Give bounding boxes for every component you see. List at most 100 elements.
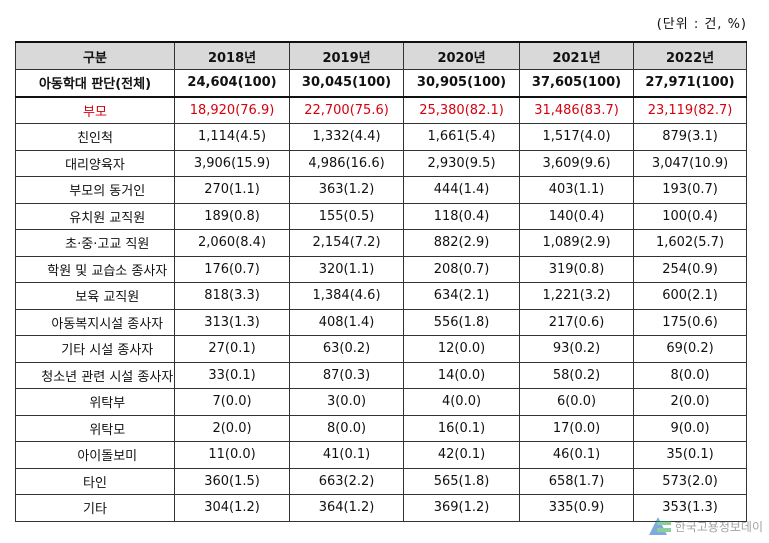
cell: 24,604(100) [174, 69, 291, 98]
row-label: 유치원 교직원 [40, 202, 176, 230]
sub-row: 기타 시설 종사자 27(0.1) 63(0.2) 12(0.0) 93(0.2) 69(… [15, 335, 748, 363]
header-year: 2020년 [403, 41, 521, 70]
cell: 4,986(16.6) [289, 149, 405, 177]
unit-note: (단위 : 건, %) [656, 17, 747, 32]
cell: 1,384(4.6) [289, 282, 405, 310]
indent-cell [15, 335, 41, 363]
cell: 320(1.1) [289, 255, 405, 283]
cell: 27(0.1) [174, 335, 291, 363]
sub-row: 부모의 동거인 270(1.1) 363(1.2) 444(1.4) 403(1.1) 1… [15, 176, 748, 204]
cell: 217(0.6) [519, 308, 635, 336]
indent-cell [15, 308, 41, 336]
row-label: 기타 [14, 494, 176, 522]
sub-row: 초·중·고교 직원 2,060(8.4) 2,154(7.2) 882(2.9) 1,0… [15, 229, 748, 257]
sub-row: 위탁모 2(0.0) 8(0.0) 16(0.1) 17(0.0) 9(0.0) [15, 414, 748, 442]
cell: 118(0.4) [403, 202, 521, 230]
row-label: 아이돌보미 [40, 441, 176, 469]
cell: 23,119(82.7) [633, 96, 748, 124]
caregiver-subrows: 부모의 동거인 270(1.1) 363(1.2) 444(1.4) 403(1.1) 1… [15, 176, 748, 469]
indent-cell [15, 202, 41, 230]
cell: 35(0.1) [633, 441, 748, 469]
header-year: 2018년 [174, 41, 291, 70]
row-label: 부모의 동거인 [40, 176, 176, 204]
header-year: 2019년 [289, 41, 405, 70]
cell: 140(0.4) [519, 202, 635, 230]
cell: 658(1.7) [519, 467, 635, 495]
cell: 6(0.0) [519, 388, 635, 416]
header-row: 구분 2018년 2019년 2020년 2021년 2022년 [14, 41, 748, 70]
row-label: 초·중·고교 직원 [40, 229, 176, 257]
sub-row: 학원 및 교습소 종사자 176(0.7) 320(1.1) 208(0.7) 319(… [15, 255, 748, 283]
cell: 33(0.1) [174, 361, 291, 389]
cell: 8(0.0) [633, 361, 748, 389]
cell: 22,700(75.6) [289, 96, 405, 124]
cell: 9(0.0) [633, 414, 748, 442]
row-label: 친인척 [14, 123, 176, 151]
cell: 41(0.1) [289, 441, 405, 469]
indent-cell [15, 282, 41, 310]
cell: 403(1.1) [519, 176, 635, 204]
cell: 42(0.1) [403, 441, 521, 469]
cell: 2,060(8.4) [174, 229, 291, 257]
cell: 208(0.7) [403, 255, 521, 283]
sub-row: 유치원 교직원 189(0.8) 155(0.5) 118(0.4) 140(0.4) 1… [15, 202, 748, 230]
sub-row: 위탁부 7(0.0) 3(0.0) 4(0.0) 6(0.0) 2(0.0) [15, 388, 748, 416]
row-label: 타인 [14, 467, 176, 495]
indent-cell [15, 229, 41, 257]
sub-row: 보육 교직원 818(3.3) 1,384(4.6) 634(2.1) 1,221(3.… [15, 282, 748, 310]
header-category: 구분 [14, 41, 176, 70]
cell: 1,114(4.5) [174, 123, 291, 151]
cell: 270(1.1) [174, 176, 291, 204]
row-label: 아동복지시설 종사자 [40, 308, 176, 336]
cell: 573(2.0) [633, 467, 748, 495]
cell: 408(1.4) [289, 308, 405, 336]
cell: 360(1.5) [174, 467, 291, 495]
caregiver-row: 대리양육자 3,906(15.9) 4,986(16.6) 2,930(9.5)… [14, 149, 748, 177]
logo-icon [648, 515, 671, 537]
cell: 2(0.0) [633, 388, 748, 416]
cell: 3,609(9.6) [519, 149, 635, 177]
stranger-row: 타인 360(1.5) 663(2.2) 565(1.8) 658(1.7) 5… [14, 467, 748, 495]
row-label: 대리양육자 [14, 149, 176, 177]
cell: 1,221(3.2) [519, 282, 635, 310]
cell: 1,661(5.4) [403, 123, 521, 151]
cell: 4(0.0) [403, 388, 521, 416]
row-label: 기타 시설 종사자 [40, 335, 176, 363]
cell: 11(0.0) [174, 441, 291, 469]
cell: 37,605(100) [519, 69, 635, 98]
cell: 58(0.2) [519, 361, 635, 389]
cell: 87(0.3) [289, 361, 405, 389]
total-row: 아동학대 판단(전체) 24,604(100) 30,045(100) 30,9… [14, 69, 748, 98]
row-label: 청소년 관련 시설 종사자 [40, 361, 176, 389]
cell: 254(0.9) [633, 255, 748, 283]
cell: 1,332(4.4) [289, 123, 405, 151]
cell: 193(0.7) [633, 176, 748, 204]
cell: 879(3.1) [633, 123, 748, 151]
parent-row: 부모 18,920(76.9) 22,700(75.6) 25,380(82.1… [14, 96, 748, 124]
header-year: 2021년 [519, 41, 635, 70]
sub-row: 아이돌보미 11(0.0) 41(0.1) 42(0.1) 46(0.1) 35(0.1) [15, 441, 748, 469]
cell: 17(0.0) [519, 414, 635, 442]
cell: 16(0.1) [403, 414, 521, 442]
indent-cell [15, 441, 41, 469]
cell: 1,602(5.7) [633, 229, 748, 257]
cell: 3,906(15.9) [174, 149, 291, 177]
cell: 319(0.8) [519, 255, 635, 283]
row-label: 보육 교직원 [40, 282, 176, 310]
cell: 364(1.2) [289, 494, 405, 522]
cell: 30,045(100) [289, 69, 405, 98]
cell: 369(1.2) [403, 494, 521, 522]
cell: 69(0.2) [633, 335, 748, 363]
row-label: 위탁모 [40, 414, 176, 442]
cell: 1,089(2.9) [519, 229, 635, 257]
cell: 14(0.0) [403, 361, 521, 389]
cell: 663(2.2) [289, 467, 405, 495]
cell: 12(0.0) [403, 335, 521, 363]
header-year: 2022년 [633, 41, 748, 70]
cell: 363(1.2) [289, 176, 405, 204]
indent-cell [15, 361, 41, 389]
other-row: 기타 304(1.2) 364(1.2) 369(1.2) 335(0.9) 3… [14, 494, 748, 522]
cell: 565(1.8) [403, 467, 521, 495]
row-label: 부모 [14, 96, 176, 124]
watermark: 한국고용정보데이 [648, 515, 763, 537]
